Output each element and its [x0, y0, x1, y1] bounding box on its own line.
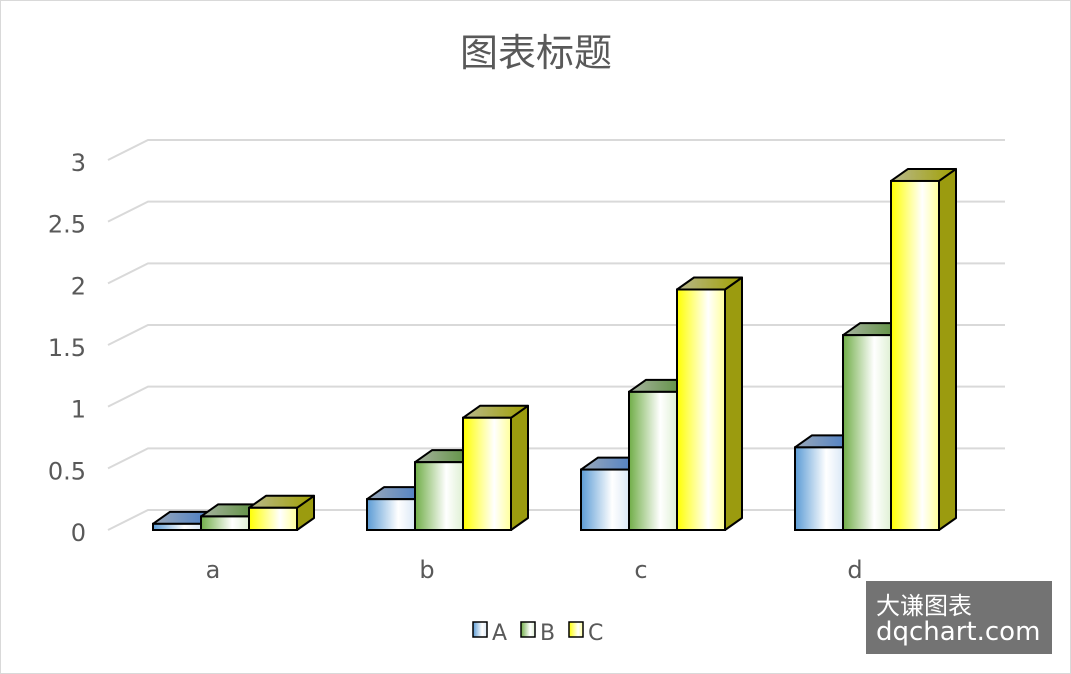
y-tick-label: 1 [71, 396, 86, 424]
legend-item-A: A [472, 621, 507, 646]
gridline [107, 200, 1005, 223]
x-tick-label: b [419, 556, 434, 584]
legend-label: B [540, 621, 555, 646]
legend-item-B: B [520, 621, 555, 646]
x-tick-label: d [847, 556, 862, 584]
bar-C-d [890, 167, 957, 531]
y-tick-label: 1.5 [48, 334, 86, 362]
y-tick-label: 3 [71, 149, 86, 177]
watermark-line1: 大谦图表 [876, 592, 972, 620]
x-tick-label: c [634, 556, 647, 584]
watermark: 大谦图表 dqchart.com [866, 581, 1052, 654]
gridline [107, 139, 1005, 161]
y-tick-label: 0 [71, 519, 86, 547]
legend-label: C [588, 621, 603, 646]
legend-item-C: C [568, 621, 603, 646]
y-tick-label: 2 [71, 272, 86, 300]
bar-C-c [676, 276, 743, 531]
y-tick-label: 0.5 [48, 457, 86, 485]
bar-C-a [248, 494, 315, 531]
y-axis-ticks: 0 0.5 1 1.5 2 2.5 3 [48, 149, 86, 547]
watermark-line2: dqchart.com [876, 617, 1041, 647]
legend: A B C [472, 621, 603, 646]
x-tick-label: a [206, 556, 221, 584]
gridline [107, 262, 1005, 285]
bar-C-b [462, 404, 529, 531]
bars [152, 167, 957, 532]
x-axis-ticks: a b c d [206, 556, 863, 584]
chart-title: 图表标题 [460, 31, 612, 75]
y-tick-label: 2.5 [48, 211, 86, 239]
legend-label: A [492, 621, 507, 646]
